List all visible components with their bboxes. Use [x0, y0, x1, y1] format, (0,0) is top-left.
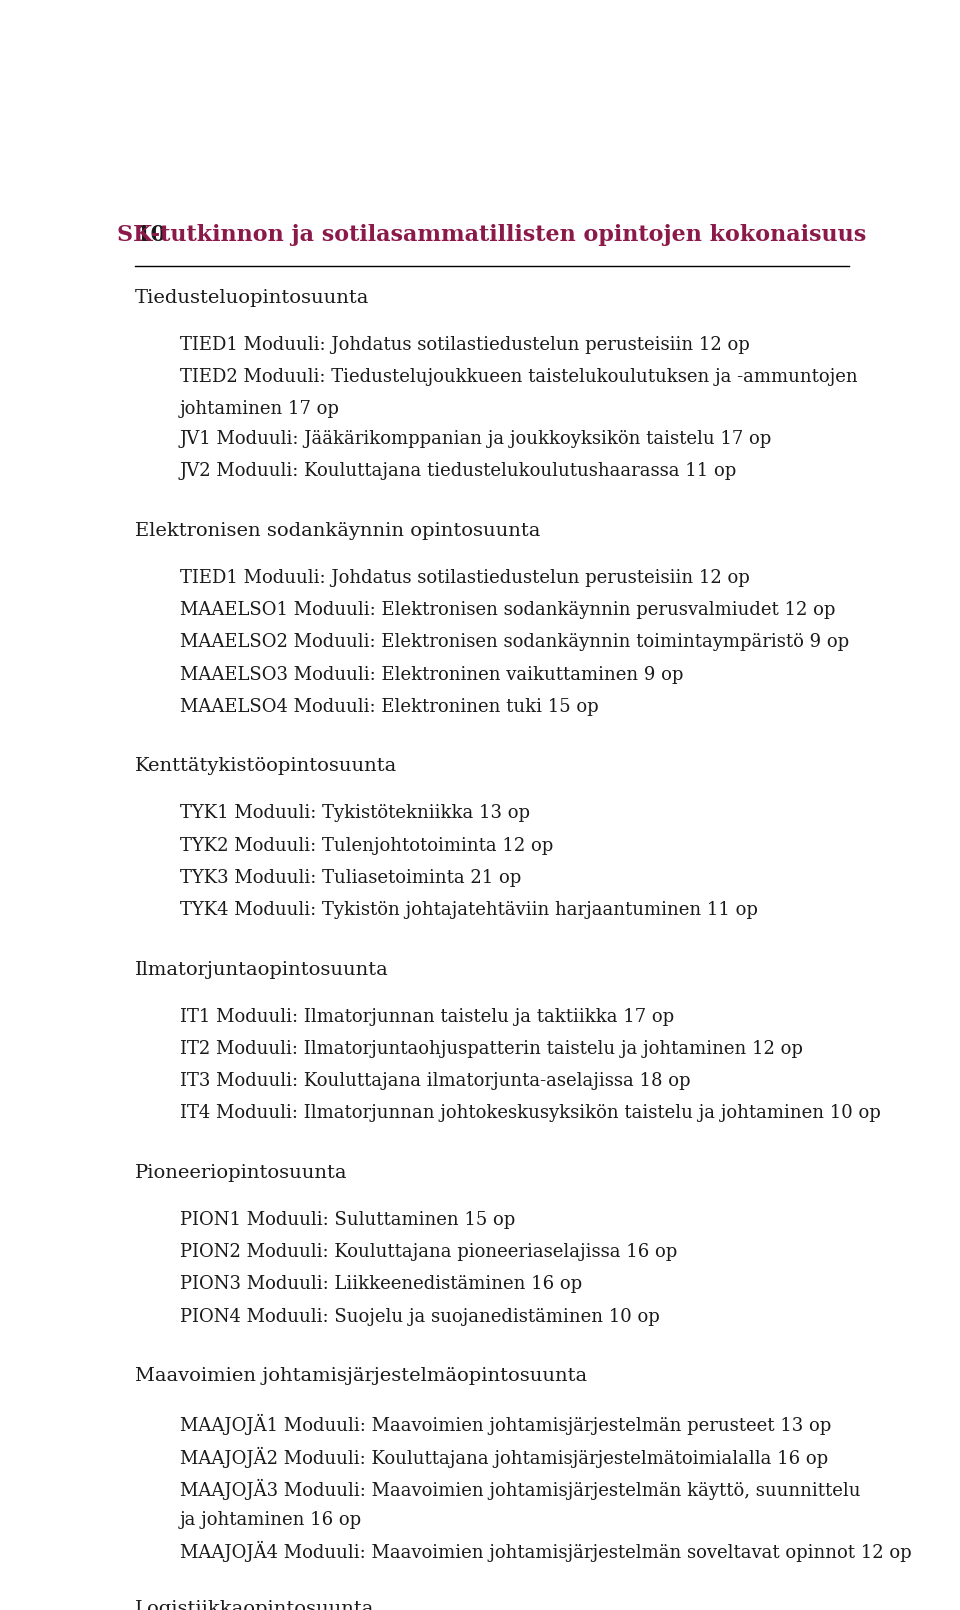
Text: Elektronisen sodankäynnin opintosuunta: Elektronisen sodankäynnin opintosuunta	[134, 522, 540, 539]
Text: IT1 Moduuli: Ilmatorjunnan taistelu ja taktiikka 17 op: IT1 Moduuli: Ilmatorjunnan taistelu ja t…	[180, 1008, 674, 1026]
Text: PION1 Moduuli: Suluttaminen 15 op: PION1 Moduuli: Suluttaminen 15 op	[180, 1211, 515, 1228]
Text: IT3 Moduuli: Kouluttajana ilmatorjunta-aselajissa 18 op: IT3 Moduuli: Kouluttajana ilmatorjunta-a…	[180, 1072, 690, 1090]
Text: TIED1 Moduuli: Johdatus sotilastiedustelun perusteisiin 12 op: TIED1 Moduuli: Johdatus sotilastiedustel…	[180, 336, 749, 354]
Text: TIED2 Moduuli: Tiedustelujoukkueen taistelukoulutuksen ja -ammuntojen: TIED2 Moduuli: Tiedustelujoukkueen taist…	[180, 369, 857, 386]
Text: MAAJOJÄ4 Moduuli: Maavoimien johtamisjärjestelmän soveltavat opinnot 12 op: MAAJOJÄ4 Moduuli: Maavoimien johtamisjär…	[180, 1541, 911, 1562]
Text: IT4 Moduuli: Ilmatorjunnan johtokeskusyksikön taistelu ja johtaminen 10 op: IT4 Moduuli: Ilmatorjunnan johtokeskusyk…	[180, 1104, 880, 1122]
Text: PION2 Moduuli: Kouluttajana pioneeriaselajissa 16 op: PION2 Moduuli: Kouluttajana pioneeriasel…	[180, 1243, 677, 1261]
Text: MAAELSO4 Moduuli: Elektroninen tuki 15 op: MAAELSO4 Moduuli: Elektroninen tuki 15 o…	[180, 697, 598, 716]
Text: TYK2 Moduuli: Tulenjohtotoiminta 12 op: TYK2 Moduuli: Tulenjohtotoiminta 12 op	[180, 837, 553, 855]
Text: SK-tutkinnon ja sotilasammatillisten opintojen kokonaisuus: SK-tutkinnon ja sotilasammatillisten opi…	[117, 224, 867, 246]
Text: PION4 Moduuli: Suojelu ja suojanedistäminen 10 op: PION4 Moduuli: Suojelu ja suojanedistämi…	[180, 1307, 660, 1325]
Text: 10: 10	[134, 224, 166, 246]
Text: ja johtaminen 16 op: ja johtaminen 16 op	[180, 1512, 362, 1530]
Text: Maavoimien johtamisjärjestelmäopintosuunta: Maavoimien johtamisjärjestelmäopintosuun…	[134, 1367, 587, 1385]
Text: MAAELSO1 Moduuli: Elektronisen sodankäynnin perusvalmiudet 12 op: MAAELSO1 Moduuli: Elektronisen sodankäyn…	[180, 601, 835, 620]
Text: TYK3 Moduuli: Tuliasetoiminta 21 op: TYK3 Moduuli: Tuliasetoiminta 21 op	[180, 869, 520, 887]
Text: Kenttätykistöopintosuunta: Kenttätykistöopintosuunta	[134, 757, 397, 776]
Text: MAAJOJÄ3 Moduuli: Maavoimien johtamisjärjestelmän käyttö, suunnittelu: MAAJOJÄ3 Moduuli: Maavoimien johtamisjär…	[180, 1478, 860, 1501]
Text: TYK4 Moduuli: Tykistön johtajatehtäviin harjaantuminen 11 op: TYK4 Moduuli: Tykistön johtajatehtäviin …	[180, 902, 757, 919]
Text: Logistiikkaopintosuunta: Logistiikkaopintosuunta	[134, 1600, 374, 1610]
Text: MAAJOJÄ1 Moduuli: Maavoimien johtamisjärjestelmän perusteet 13 op: MAAJOJÄ1 Moduuli: Maavoimien johtamisjär…	[180, 1414, 830, 1436]
Text: johtaminen 17 op: johtaminen 17 op	[180, 401, 340, 419]
Text: Ilmatorjuntaopintosuunta: Ilmatorjuntaopintosuunta	[134, 961, 389, 979]
Text: MAAELSO2 Moduuli: Elektronisen sodankäynnin toimintaympäristö 9 op: MAAELSO2 Moduuli: Elektronisen sodankäyn…	[180, 633, 849, 652]
Text: MAAJOJÄ2 Moduuli: Kouluttajana johtamisjärjestelmätoimialalla 16 op: MAAJOJÄ2 Moduuli: Kouluttajana johtamisj…	[180, 1446, 828, 1468]
Text: TIED1 Moduuli: Johdatus sotilastiedustelun perusteisiin 12 op: TIED1 Moduuli: Johdatus sotilastiedustel…	[180, 568, 749, 586]
Text: TYK1 Moduuli: Tykistötekniikka 13 op: TYK1 Moduuli: Tykistötekniikka 13 op	[180, 805, 530, 823]
Text: Pioneeriopintosuunta: Pioneeriopintosuunta	[134, 1164, 348, 1182]
Text: JV2 Moduuli: Kouluttajana tiedustelukoulutushaarassa 11 op: JV2 Moduuli: Kouluttajana tiedustelukoul…	[180, 462, 736, 480]
Text: Tiedusteluopintosuunta: Tiedusteluopintosuunta	[134, 288, 370, 306]
Text: JV1 Moduuli: Jääkärikomppanian ja joukkoyksikön taistelu 17 op: JV1 Moduuli: Jääkärikomppanian ja joukko…	[180, 430, 772, 448]
Text: MAAELSO3 Moduuli: Elektroninen vaikuttaminen 9 op: MAAELSO3 Moduuli: Elektroninen vaikuttam…	[180, 665, 683, 684]
Text: IT2 Moduuli: Ilmatorjuntaohjuspatterin taistelu ja johtaminen 12 op: IT2 Moduuli: Ilmatorjuntaohjuspatterin t…	[180, 1040, 803, 1058]
Text: PION3 Moduuli: Liikkeenedistäminen 16 op: PION3 Moduuli: Liikkeenedistäminen 16 op	[180, 1275, 582, 1293]
